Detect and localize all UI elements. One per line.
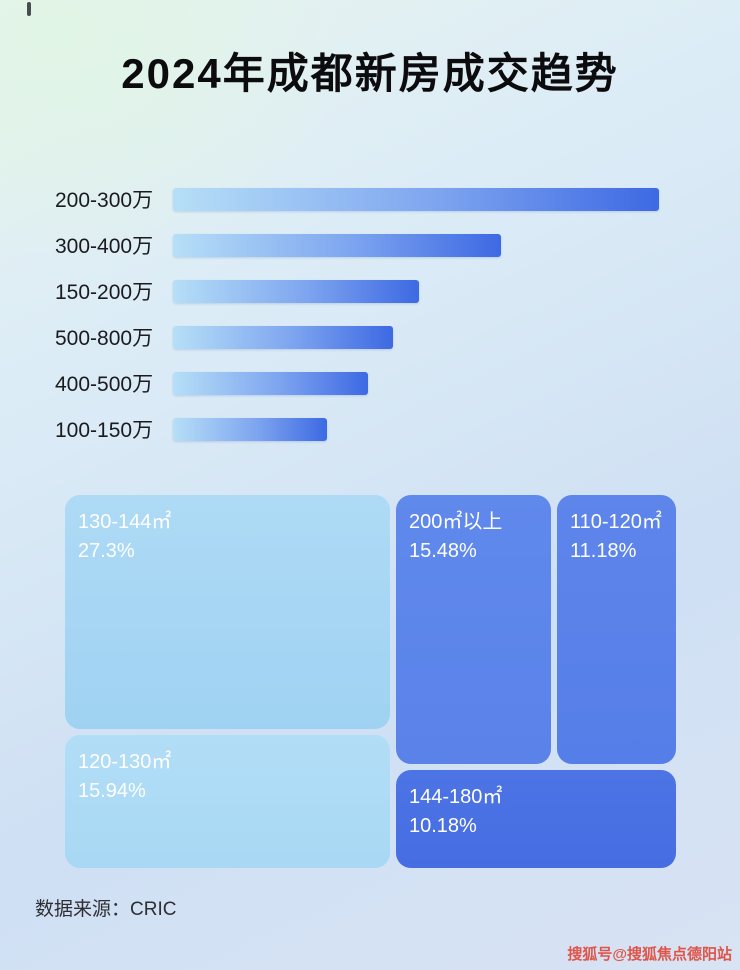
treemap-box: 120-130㎡ 15.94% xyxy=(65,735,390,868)
treemap-box-value: 10.18% xyxy=(409,815,477,837)
watermark: 搜狐号@搜狐焦点德阳站 xyxy=(567,946,732,963)
bar-row: 400-500万 xyxy=(55,360,685,406)
bar-row: 300-400万 xyxy=(55,222,685,268)
treemap-box: 200㎡以上 15.48% xyxy=(396,495,551,764)
bar-row: 200-300万 xyxy=(55,176,685,222)
bar-fill xyxy=(173,371,368,395)
bar-label: 500-800万 xyxy=(55,327,154,350)
treemap-box: 110-120㎡ 11.18% xyxy=(557,495,676,764)
bar-fill xyxy=(173,233,501,257)
bar-track xyxy=(173,325,685,349)
page-title: 2024年成都新房成交趋势 xyxy=(121,50,619,97)
bar-label: 150-200万 xyxy=(55,281,154,304)
bar-row: 500-800万 xyxy=(55,314,685,360)
bar-fill xyxy=(173,279,419,303)
treemap-box-value: 11.18% xyxy=(570,540,637,562)
price-band-bar-chart: 200-300万 300-400万 150-200万 500-800万 400-… xyxy=(55,176,685,452)
bar-row: 100-150万 xyxy=(55,406,685,452)
treemap-box-label: 110-120㎡ xyxy=(570,511,662,533)
bar-label: 300-400万 xyxy=(55,235,154,258)
bar-fill xyxy=(173,187,660,211)
bar-track xyxy=(173,187,685,211)
area-share-treemap: 130-144㎡ 27.3% 200㎡以上 15.48% 110-120㎡ 11… xyxy=(65,495,676,868)
treemap-box-label: 130-144㎡ xyxy=(78,511,172,533)
treemap-box-label: 144-180㎡ xyxy=(409,786,503,808)
bar-track xyxy=(173,371,685,395)
treemap-box: 144-180㎡ 10.18% xyxy=(396,770,676,868)
treemap-box-value: 15.48% xyxy=(409,540,477,562)
bar-fill xyxy=(173,417,327,441)
bar-track xyxy=(173,233,685,257)
treemap-box: 130-144㎡ 27.3% xyxy=(65,495,390,729)
bar-row: 150-200万 xyxy=(55,268,685,314)
bar-label: 400-500万 xyxy=(55,373,154,396)
treemap-box-label: 120-130㎡ xyxy=(78,751,172,773)
top-left-mark xyxy=(27,2,31,16)
treemap-box-value: 15.94% xyxy=(78,780,146,802)
treemap-box-label: 200㎡以上 xyxy=(409,511,503,533)
bar-fill xyxy=(173,325,394,349)
bar-label: 100-150万 xyxy=(55,419,154,442)
data-source-note: 数据来源：CRIC xyxy=(35,899,177,920)
bar-track xyxy=(173,279,685,303)
treemap-box-value: 27.3% xyxy=(78,540,135,562)
bar-label: 200-300万 xyxy=(55,189,154,212)
bar-track xyxy=(173,417,685,441)
